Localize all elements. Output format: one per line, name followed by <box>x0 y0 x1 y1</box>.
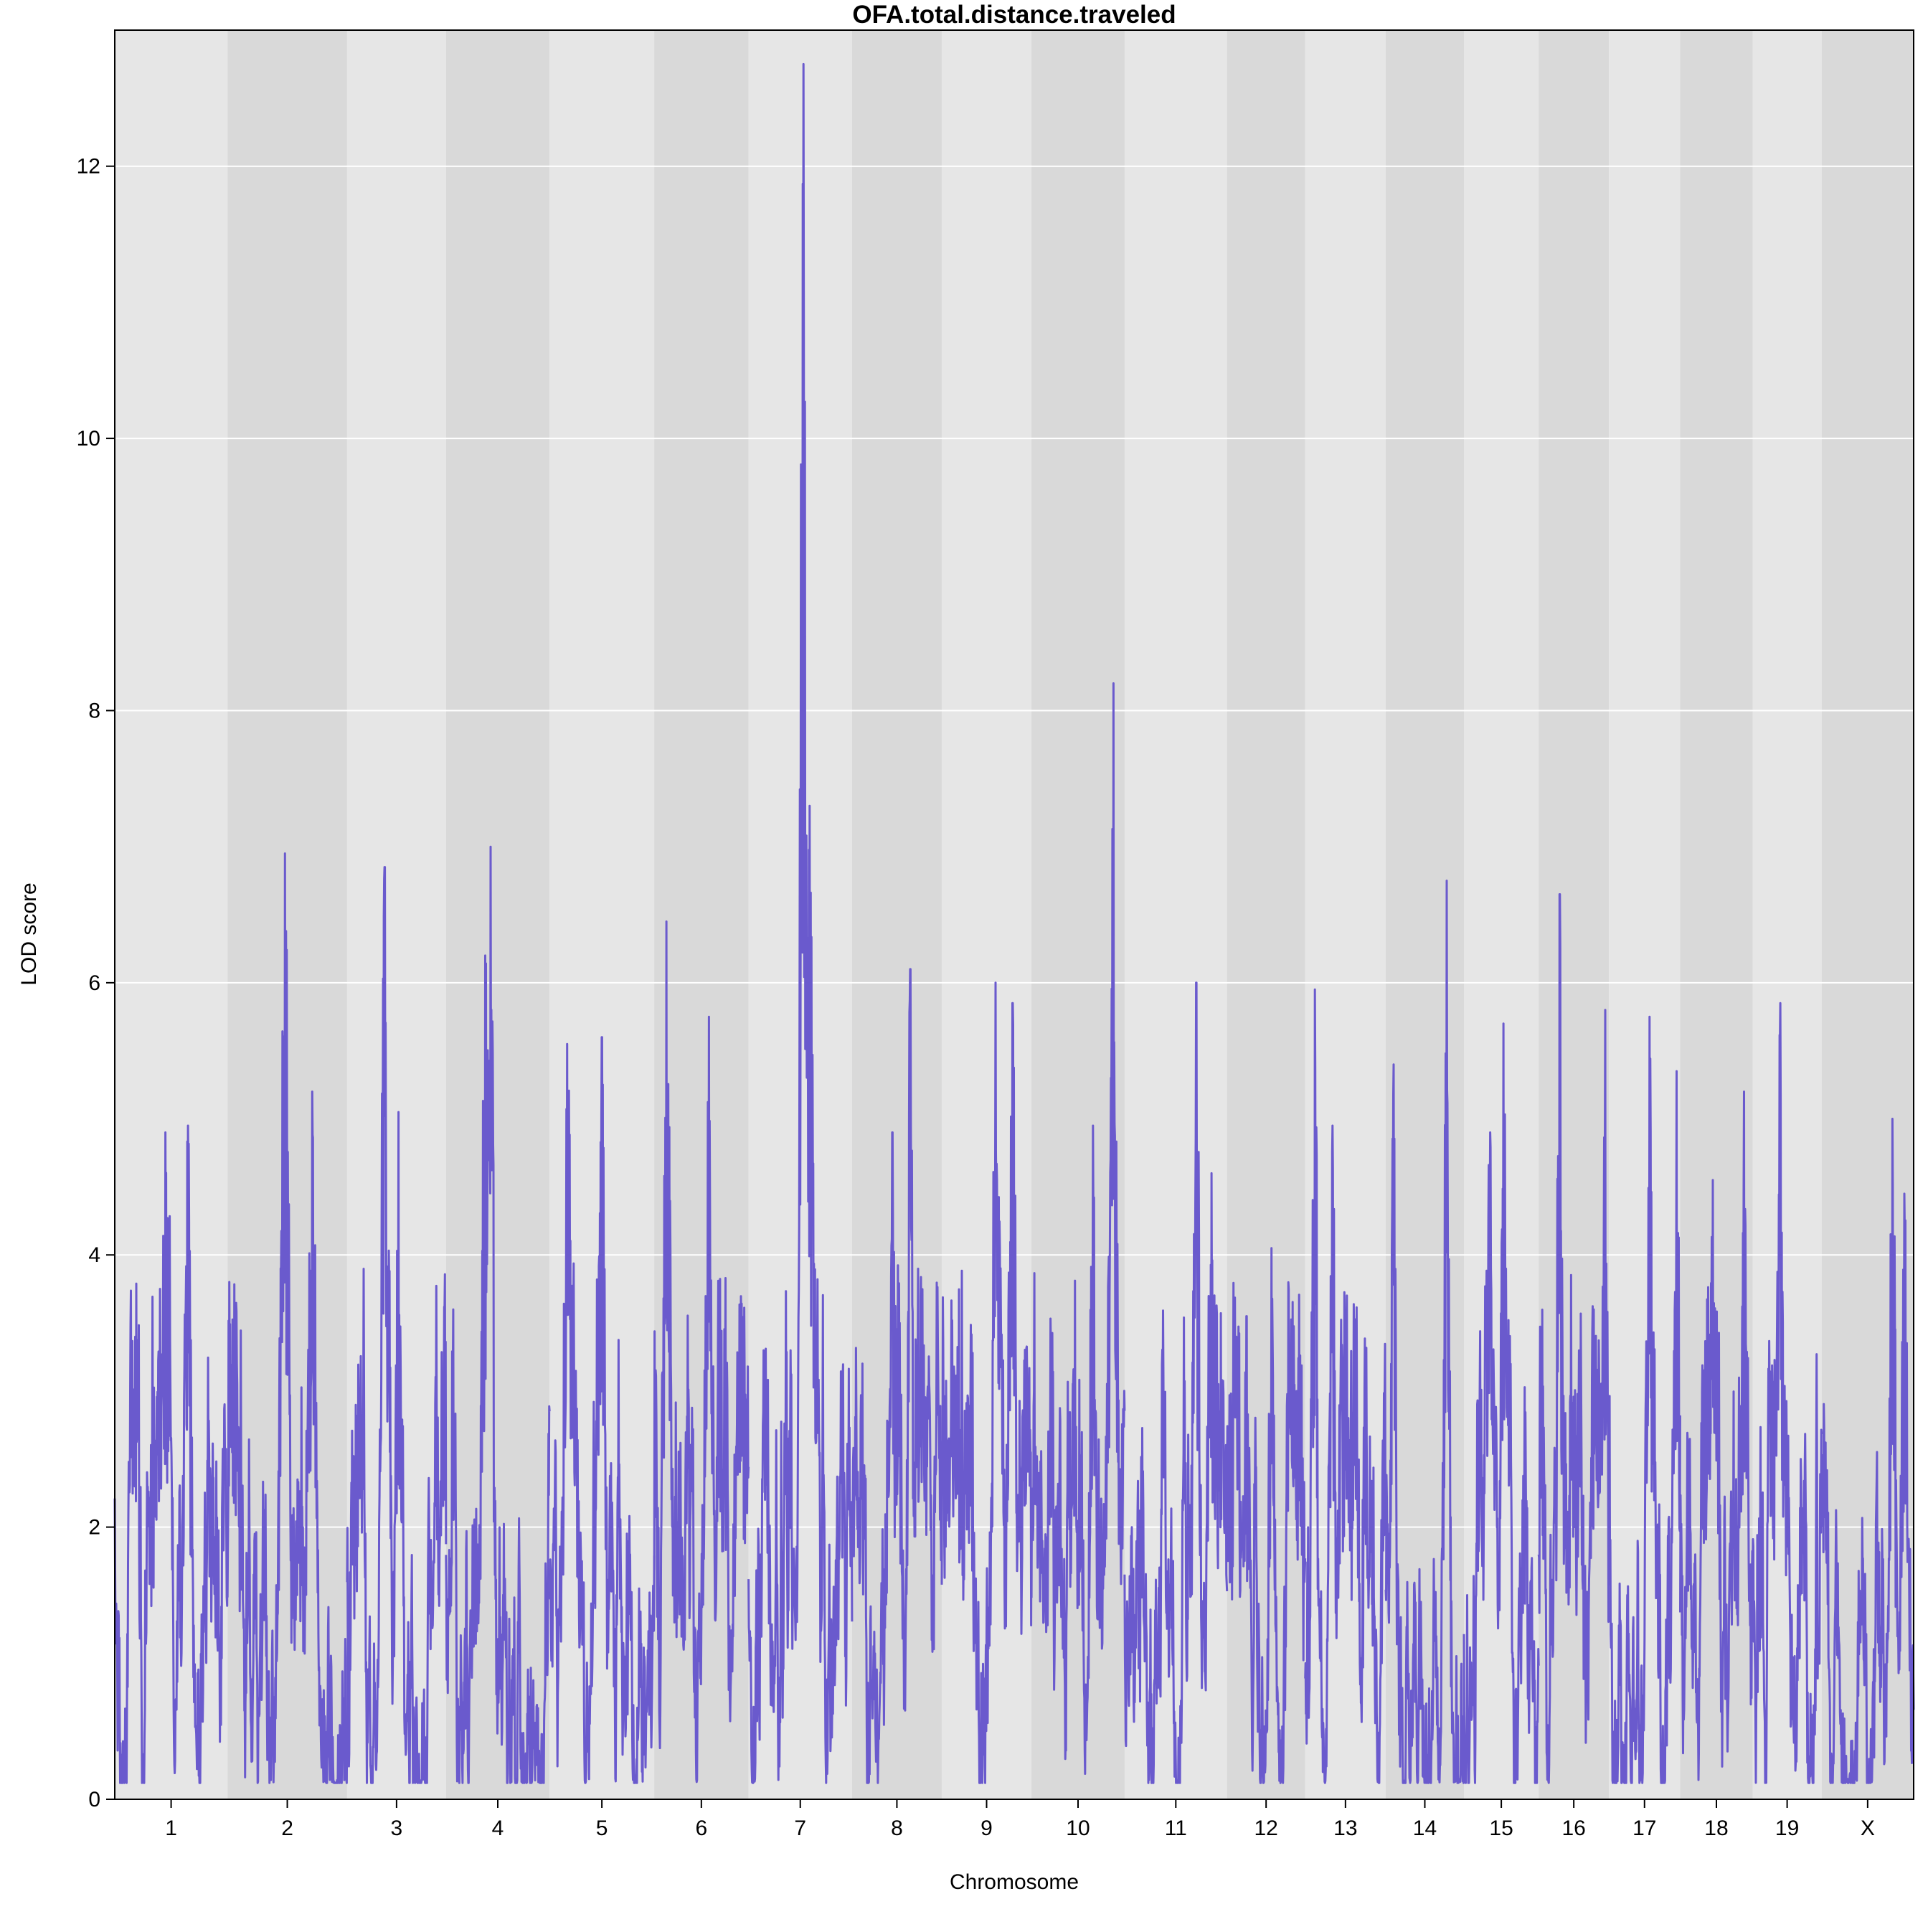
x-tick-label-12: 12 <box>1254 1816 1277 1840</box>
lod-line-chr-4 <box>445 845 551 1784</box>
x-tick-label-11: 11 <box>1165 1816 1187 1840</box>
y-tick-label-2: 2 <box>88 1516 100 1540</box>
y-axis-label: LOD score <box>17 882 41 985</box>
lod-line-chr-12 <box>1226 1247 1307 1784</box>
chromosome-band-6 <box>654 30 749 1799</box>
x-tick-label-1: 1 <box>165 1816 177 1840</box>
lod-line-chr-14 <box>1384 880 1465 1784</box>
y-tick-label-8: 8 <box>88 699 100 722</box>
x-tick-label-13: 13 <box>1333 1816 1357 1840</box>
x-tick-label-10: 10 <box>1066 1816 1090 1840</box>
lod-line-chr-19 <box>1752 1002 1823 1784</box>
x-axis-label: Chromosome <box>950 1870 1079 1894</box>
y-tick-label-12: 12 <box>77 155 100 179</box>
x-tick-label-3: 3 <box>391 1816 403 1840</box>
x-axis: 1 2 3 4 5 6 7 8 9 10 11 12 13 14 15 16 17 18 19 X <box>165 1799 1875 1840</box>
lod-line-chr-15 <box>1462 1022 1540 1784</box>
lod-series <box>113 62 1915 1784</box>
chromosome-band-5 <box>549 30 655 1799</box>
lod-line-chr-x <box>1820 1118 1915 1784</box>
x-tick-label-14: 14 <box>1413 1816 1437 1840</box>
x-tick-label-6: 6 <box>695 1816 707 1840</box>
x-tick-label-18: 18 <box>1704 1816 1728 1840</box>
y-tick-label-4: 4 <box>88 1243 100 1267</box>
y-tick-label-10: 10 <box>77 427 100 451</box>
lod-line-chr-16 <box>1537 893 1610 1784</box>
x-tick-label-8: 8 <box>891 1816 903 1840</box>
lod-line-chr-7 <box>747 62 854 1784</box>
lod-line-chr-13 <box>1304 988 1387 1784</box>
chromosome-band-x <box>1821 30 1914 1799</box>
lod-line-chr-8 <box>851 968 943 1784</box>
x-tick-label-16: 16 <box>1561 1816 1585 1840</box>
lod-line-chr-2 <box>226 852 349 1784</box>
lod-line-chr-1 <box>113 1124 229 1784</box>
lod-line-chr-5 <box>548 1036 656 1784</box>
x-tick-label-x: X <box>1861 1816 1875 1840</box>
chromosome-band-4 <box>445 30 550 1799</box>
plot-frame <box>114 29 1914 1800</box>
lod-line-chr-3 <box>346 866 448 1784</box>
x-tick-label-15: 15 <box>1489 1816 1513 1840</box>
x-tick-label-4: 4 <box>492 1816 504 1840</box>
lod-line-chr-17 <box>1607 1015 1681 1784</box>
lod-line-chr-6 <box>653 920 750 1783</box>
y-tick-label-6: 6 <box>88 971 100 995</box>
lod-line-chr-9 <box>940 981 1033 1784</box>
x-tick-label-19: 19 <box>1775 1816 1799 1840</box>
y-tick-label-0: 0 <box>88 1788 100 1811</box>
y-axis: 0 2 4 6 8 10 12 <box>77 155 115 1811</box>
x-tick-label-2: 2 <box>281 1816 293 1840</box>
lod-line-chr-18 <box>1679 1090 1754 1781</box>
x-tick-label-5: 5 <box>596 1816 608 1840</box>
x-tick-label-17: 17 <box>1632 1816 1656 1840</box>
chromosome-band-2 <box>227 30 347 1799</box>
chromosome-band-10 <box>1031 30 1125 1799</box>
lod-line-chr-11 <box>1123 981 1229 1784</box>
lod-line-chr-10 <box>1030 682 1126 1775</box>
x-tick-label-9: 9 <box>980 1816 993 1840</box>
x-tick-label-7: 7 <box>794 1816 806 1840</box>
chromosome-band-3 <box>346 30 446 1799</box>
chart-title: OFA.total.distance.traveled <box>852 1 1176 29</box>
